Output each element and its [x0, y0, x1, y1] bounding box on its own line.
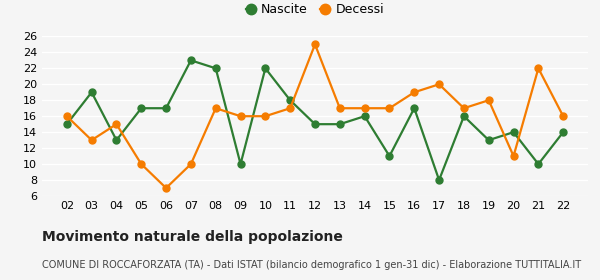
Line: Decessi: Decessi — [64, 41, 566, 192]
Decessi — [436, 83, 443, 86]
Text: COMUNE DI ROCCAFORZATA (TA) - Dati ISTAT (bilancio demografico 1 gen-31 dic) - E: COMUNE DI ROCCAFORZATA (TA) - Dati ISTAT… — [42, 260, 581, 270]
Nascite — [336, 123, 343, 126]
Decessi — [88, 139, 95, 142]
Nascite — [262, 67, 269, 70]
Decessi — [485, 99, 493, 102]
Decessi — [410, 91, 418, 94]
Line: Nascite: Nascite — [64, 57, 566, 183]
Decessi — [311, 43, 319, 46]
Nascite — [361, 115, 368, 118]
Nascite — [485, 139, 493, 142]
Nascite — [460, 115, 467, 118]
Nascite — [287, 99, 294, 102]
Decessi — [237, 115, 244, 118]
Nascite — [237, 162, 244, 166]
Nascite — [410, 107, 418, 110]
Legend: Nascite, Decessi: Nascite, Decessi — [241, 0, 389, 21]
Nascite — [436, 178, 443, 182]
Decessi — [287, 107, 294, 110]
Decessi — [510, 155, 517, 158]
Decessi — [535, 67, 542, 70]
Nascite — [137, 107, 145, 110]
Text: Movimento naturale della popolazione: Movimento naturale della popolazione — [42, 230, 343, 244]
Nascite — [510, 130, 517, 134]
Decessi — [137, 162, 145, 166]
Nascite — [187, 59, 194, 62]
Nascite — [113, 139, 120, 142]
Nascite — [560, 130, 567, 134]
Nascite — [386, 155, 393, 158]
Decessi — [386, 107, 393, 110]
Nascite — [163, 107, 170, 110]
Nascite — [212, 67, 220, 70]
Decessi — [361, 107, 368, 110]
Nascite — [63, 123, 70, 126]
Decessi — [163, 186, 170, 190]
Decessi — [262, 115, 269, 118]
Decessi — [113, 123, 120, 126]
Decessi — [460, 107, 467, 110]
Decessi — [187, 162, 194, 166]
Decessi — [560, 115, 567, 118]
Nascite — [88, 91, 95, 94]
Nascite — [535, 162, 542, 166]
Decessi — [336, 107, 343, 110]
Decessi — [63, 115, 70, 118]
Nascite — [311, 123, 319, 126]
Decessi — [212, 107, 220, 110]
